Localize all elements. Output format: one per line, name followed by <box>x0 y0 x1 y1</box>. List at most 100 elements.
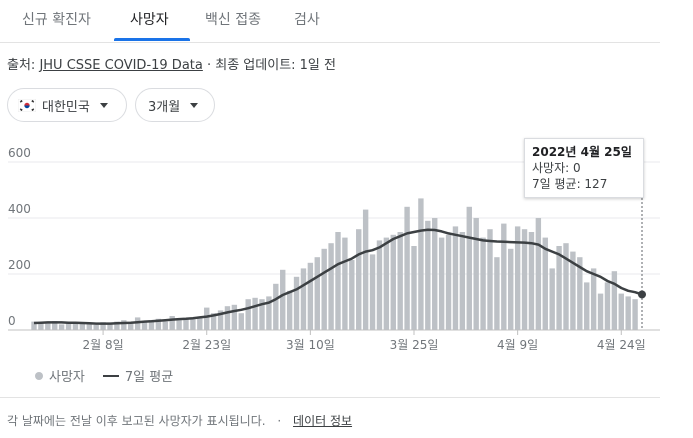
bar <box>245 299 251 330</box>
bar <box>300 268 307 330</box>
bar <box>183 318 189 330</box>
average-line <box>33 228 643 325</box>
tab-bar: 신규 확진자 사망자 백신 접종 검사 <box>0 0 660 43</box>
bar <box>535 218 542 330</box>
bar <box>432 218 438 330</box>
country-select[interactable]: 대한민국 <box>7 88 127 122</box>
bar <box>425 220 431 330</box>
x-tick-label: 3월 10일 <box>286 338 335 352</box>
bar <box>452 226 459 330</box>
period-select[interactable]: 3개월 <box>135 88 215 122</box>
bar <box>584 282 590 330</box>
bar <box>335 232 341 330</box>
bar <box>362 209 369 330</box>
bar <box>632 299 638 330</box>
bar <box>390 234 396 330</box>
bar <box>197 317 203 330</box>
bar <box>38 323 44 330</box>
bar <box>204 307 210 330</box>
bar <box>266 296 272 330</box>
bar <box>528 232 535 330</box>
source-link[interactable]: JHU CSSE COVID-19 Data <box>39 58 203 73</box>
bar <box>224 306 231 330</box>
y-tick-label: 600 <box>8 146 31 160</box>
bar <box>114 321 120 330</box>
bar <box>349 260 355 330</box>
bar <box>466 206 472 330</box>
bar <box>473 218 479 330</box>
x-tick-label: 2월 23일 <box>182 338 231 352</box>
bar <box>252 297 258 330</box>
x-tick-label: 4월 24일 <box>597 338 646 352</box>
bar <box>31 321 37 330</box>
deaths-chart[interactable]: 0 200 400 600 2월 8일 2월 23일 3월 10일 3월 25일 4월 9일 4월… <box>0 138 665 358</box>
source-line: 출처: JHU CSSE COVID-19 Data · 최종 업데이트: 1일… <box>7 54 336 73</box>
bar <box>52 321 58 330</box>
legend-line-label: 7일 평균 <box>124 370 174 385</box>
bar <box>79 323 86 330</box>
bar <box>238 313 244 330</box>
bar <box>155 318 162 330</box>
tab-deaths[interactable]: 사망자 <box>130 12 169 28</box>
bar <box>231 304 238 330</box>
bar <box>376 240 383 330</box>
bar <box>121 320 127 330</box>
bar <box>162 321 168 330</box>
line-legend-swatch-icon <box>102 374 119 377</box>
bar <box>397 232 403 330</box>
bar <box>107 324 113 330</box>
bar <box>404 206 410 330</box>
bar <box>542 237 548 330</box>
data-info-link[interactable]: 데이터 정보 <box>293 414 353 428</box>
bar <box>625 296 631 330</box>
bar <box>521 229 528 330</box>
bar <box>148 320 155 330</box>
bar <box>314 257 320 330</box>
bar <box>86 323 92 330</box>
period-label: 3개월 <box>148 99 181 115</box>
bar <box>549 268 555 330</box>
y-tick-label: 200 <box>8 258 31 272</box>
hover-point <box>638 290 646 299</box>
bar <box>65 321 72 330</box>
bar <box>321 248 327 330</box>
bar <box>45 322 51 330</box>
bar <box>356 229 362 330</box>
bar <box>293 276 300 330</box>
tooltip-deaths: 사망자: 0 <box>532 161 581 175</box>
bar <box>100 322 106 330</box>
legend-bars-label: 사망자 <box>49 370 85 385</box>
tab-testing[interactable]: 검사 <box>294 12 320 28</box>
tab-new-cases[interactable]: 신규 확진자 <box>22 12 91 28</box>
x-tick-label: 4월 9일 <box>497 338 538 352</box>
bar <box>286 290 293 330</box>
bar <box>383 237 390 330</box>
bar <box>210 313 217 330</box>
bar <box>611 271 618 330</box>
source-prefix: 출처: <box>7 58 40 73</box>
bar <box>590 268 597 330</box>
bar <box>445 234 452 330</box>
footer: 각 날짜에는 전날 이후 보고된 사망자가 표시됩니다. · 데이터 정보 <box>7 412 352 429</box>
bar <box>128 323 134 330</box>
bar <box>141 321 148 330</box>
tab-vaccination[interactable]: 백신 접종 <box>205 12 261 28</box>
bar <box>342 237 348 330</box>
bar <box>190 319 196 330</box>
bar <box>418 198 424 330</box>
bar-legend-dot-icon <box>35 371 43 380</box>
bar <box>259 299 265 330</box>
bar <box>597 293 604 330</box>
y-tick-label: 400 <box>8 202 31 216</box>
bar <box>273 283 279 330</box>
bar <box>169 316 175 330</box>
bar <box>58 324 65 330</box>
country-label: 대한민국 <box>42 99 90 115</box>
tooltip-date: 2022년 4월 25일 <box>532 145 632 159</box>
bar <box>93 324 99 330</box>
bar <box>411 246 417 330</box>
bar <box>480 237 486 330</box>
bar <box>508 248 514 330</box>
bar <box>487 229 493 330</box>
source-updated: · 최종 업데이트: 1일 전 <box>202 58 336 73</box>
